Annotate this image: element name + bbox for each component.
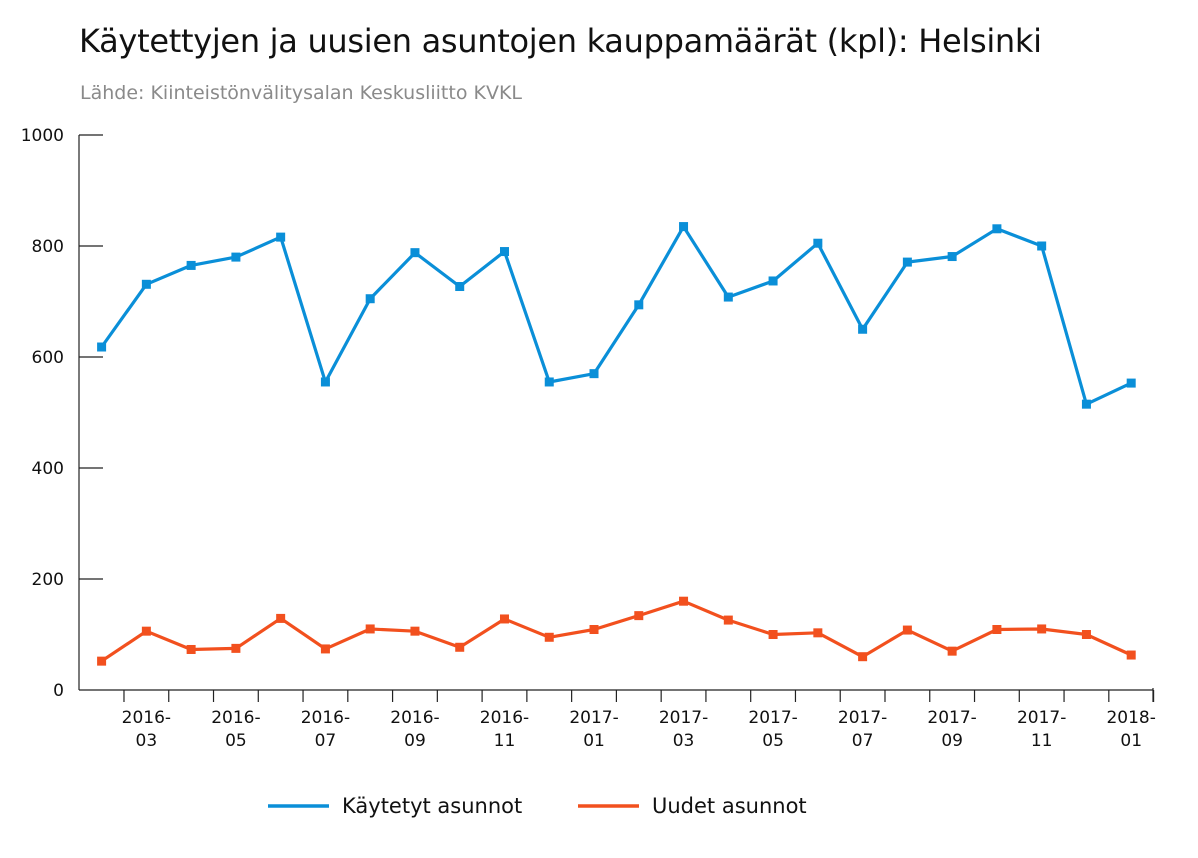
data-point-kaytetyt — [365, 294, 375, 304]
data-point-kaytetyt — [544, 377, 554, 387]
data-point-kaytetyt — [634, 300, 644, 310]
data-point-uudet — [97, 656, 107, 666]
chart-legend: Käytetyt asunnot Uudet asunnot — [268, 794, 807, 818]
x-tick-label: 2016-11 — [480, 708, 529, 751]
data-point-kaytetyt — [768, 276, 778, 286]
data-point-kaytetyt — [858, 324, 868, 334]
data-point-uudet — [679, 596, 689, 606]
y-tick-label: 800 — [32, 237, 64, 257]
data-point-uudet — [365, 624, 375, 634]
x-tick-label: 2017-05 — [748, 708, 797, 751]
y-tick-label: 400 — [32, 459, 64, 479]
legend-label-kaytetyt: Käytetyt asunnot — [342, 794, 522, 818]
legend-label-uudet: Uudet asunnot — [652, 794, 807, 818]
x-tick-label: 2017-09 — [927, 708, 976, 751]
chart-series — [97, 222, 1136, 666]
x-tick-label: 2016-03 — [122, 708, 171, 751]
data-point-kaytetyt — [902, 257, 912, 267]
data-point-kaytetyt — [1126, 378, 1136, 388]
x-tick-label: 2017-07 — [838, 708, 887, 751]
data-point-kaytetyt — [813, 238, 823, 248]
data-point-kaytetyt — [499, 247, 509, 257]
data-point-kaytetyt — [186, 260, 196, 270]
data-point-uudet — [589, 625, 599, 635]
data-point-uudet — [902, 625, 912, 635]
data-point-kaytetyt — [455, 282, 465, 292]
data-point-kaytetyt — [947, 252, 957, 262]
data-point-uudet — [1126, 650, 1136, 660]
data-point-uudet — [410, 626, 420, 636]
chart-axes: 0 200 400 600 800 1000 2016-03 2016-05 2016-07 20… — [21, 126, 1156, 751]
data-point-uudet — [141, 626, 151, 636]
data-point-uudet — [768, 630, 778, 639]
data-point-kaytetyt — [276, 232, 286, 242]
y-tick-label: 200 — [32, 570, 64, 590]
data-point-uudet — [320, 644, 330, 654]
x-tick-label: 2017-01 — [569, 708, 618, 751]
data-point-kaytetyt — [723, 292, 733, 302]
data-point-uudet — [992, 625, 1002, 635]
data-point-uudet — [186, 644, 196, 654]
data-point-uudet — [544, 632, 554, 642]
data-point-uudet — [499, 614, 509, 624]
data-point-uudet — [634, 611, 644, 621]
data-point-uudet — [858, 652, 868, 662]
x-tick-label: 2017-11 — [1017, 708, 1066, 751]
data-point-uudet — [813, 628, 823, 638]
data-point-uudet — [1037, 624, 1047, 634]
data-point-uudet — [455, 642, 465, 652]
series-line-uudet — [100, 599, 1132, 663]
data-point-kaytetyt — [1081, 399, 1091, 409]
y-tick-label: 600 — [32, 348, 64, 368]
x-tick-label: 2017-03 — [659, 708, 708, 751]
x-tick-label: 2016-09 — [390, 708, 439, 751]
data-point-kaytetyt — [320, 377, 330, 387]
data-point-kaytetyt — [1037, 241, 1047, 251]
data-point-uudet — [947, 646, 957, 656]
data-point-kaytetyt — [679, 222, 689, 232]
x-tick-label: 2018-01 — [1106, 708, 1155, 751]
series-line-kaytetyt — [100, 225, 1132, 406]
data-point-kaytetyt — [410, 248, 420, 258]
y-tick-label: 1000 — [21, 126, 64, 146]
data-point-uudet — [231, 643, 241, 653]
data-point-uudet — [723, 615, 733, 625]
data-point-uudet — [276, 613, 286, 623]
chart-title: Käytettyjen ja uusien asuntojen kauppamä… — [79, 22, 1042, 60]
data-point-kaytetyt — [97, 342, 107, 352]
chart-source: Lähde: Kiinteistönvälitysalan Keskusliit… — [80, 82, 523, 104]
data-point-kaytetyt — [231, 252, 241, 262]
data-point-kaytetyt — [141, 279, 151, 289]
data-point-uudet — [1081, 630, 1091, 639]
data-point-kaytetyt — [589, 369, 599, 379]
y-tick-label: 0 — [53, 681, 64, 701]
x-tick-label: 2016-07 — [301, 708, 350, 751]
x-tick-label: 2016-05 — [211, 708, 260, 751]
data-point-kaytetyt — [992, 224, 1002, 234]
